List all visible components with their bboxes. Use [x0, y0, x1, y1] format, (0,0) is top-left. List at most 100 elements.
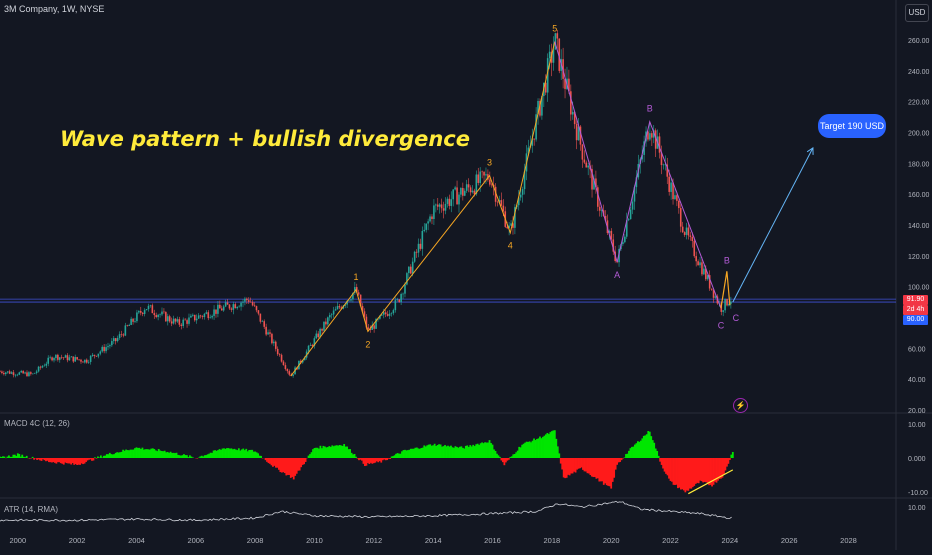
candle-body [18, 372, 20, 374]
macd-bar [260, 456, 262, 458]
wave-label: 5 [552, 24, 557, 34]
candle-body [287, 369, 289, 371]
level-price-label: 90.00 [903, 315, 928, 325]
time-tick-label: 2018 [543, 536, 560, 545]
candle-body [225, 303, 227, 307]
candle-body [275, 342, 277, 349]
macd-indicator-label[interactable]: MACD 4C (12, 26) [4, 419, 70, 428]
wave-label: A [614, 270, 620, 280]
candle-body [7, 371, 9, 372]
candle-body [277, 349, 279, 354]
candle-body [549, 52, 551, 58]
price-tick-label: 260.00 [908, 38, 930, 45]
candle-body [439, 204, 441, 206]
candle-body [67, 355, 69, 360]
candle-body [169, 316, 171, 321]
macd-bar [305, 458, 307, 462]
macd-bar [93, 458, 95, 460]
atr-indicator-label[interactable]: ATR (14, RMA) [4, 505, 58, 514]
candle-body [234, 304, 236, 308]
candle-body [242, 302, 244, 303]
macd-bar [658, 456, 660, 458]
atr-line [0, 501, 732, 521]
candle-body [697, 261, 699, 265]
candle-body [503, 206, 505, 212]
candle-body [61, 357, 63, 358]
candle-body [435, 205, 437, 206]
candle-body [472, 191, 474, 193]
wave-label: 1 [354, 272, 359, 282]
candle-body [462, 188, 464, 196]
time-tick-label: 2022 [662, 536, 679, 545]
candle-body [49, 357, 51, 358]
candle-body [599, 207, 601, 211]
candle-body [161, 312, 163, 315]
corrective-wave-line [555, 42, 721, 309]
candle-body [121, 334, 123, 335]
candle-body [76, 357, 78, 359]
candle-body [115, 338, 117, 341]
candle-body [312, 345, 314, 346]
candle-body [111, 341, 113, 345]
candle-body [587, 166, 589, 168]
candle-body [385, 312, 387, 314]
candle-body [688, 228, 690, 236]
candle-body [315, 334, 317, 339]
candle-body [422, 231, 424, 249]
candle-body [271, 334, 273, 343]
candle-body [680, 208, 682, 227]
candle-body [485, 174, 487, 175]
candle-body [63, 358, 65, 359]
lightning-bolt-icon[interactable]: ⚡ [733, 398, 748, 413]
candle-body [113, 338, 115, 341]
candle-body [674, 195, 676, 199]
candle-body [92, 355, 94, 356]
price-tick-label: 140.00 [908, 223, 930, 230]
candle-body [59, 357, 61, 360]
candle-body [258, 310, 260, 313]
candle-body [69, 357, 71, 360]
candle-body [452, 189, 454, 199]
candle-body [209, 317, 211, 318]
candle-body [130, 319, 132, 325]
candle-body [22, 371, 24, 373]
candle-body [358, 292, 360, 294]
candle-body [468, 184, 470, 187]
candle-body [418, 244, 420, 253]
candle-body [182, 320, 184, 326]
candle-body [445, 204, 447, 211]
candle-body [391, 313, 393, 314]
candle-body [215, 309, 217, 313]
candle-body [350, 300, 352, 301]
candle-body [98, 354, 100, 357]
candle-body [211, 316, 213, 317]
candle-body [200, 315, 202, 316]
candle-body [94, 355, 96, 356]
candle-body [288, 371, 290, 375]
macd-tick-label: 0.000 [908, 456, 926, 463]
currency-button[interactable]: USD [905, 4, 929, 22]
candle-body [256, 306, 258, 310]
candle-body [456, 187, 458, 204]
candle-body [497, 202, 499, 203]
candle-body [730, 302, 732, 304]
candle-body [32, 374, 34, 375]
candle-body [244, 299, 246, 302]
candle-body [192, 315, 194, 316]
time-tick-label: 2020 [603, 536, 620, 545]
candle-body [30, 372, 32, 374]
candle-body [479, 172, 481, 183]
candle-body [117, 338, 119, 341]
candle-body [13, 372, 15, 375]
candle-body [138, 311, 140, 313]
macd-bar [196, 458, 198, 459]
candle-body [125, 325, 127, 335]
candle-body [711, 289, 713, 290]
candle-body [321, 329, 323, 331]
candle-body [107, 346, 109, 347]
candle-body [167, 316, 169, 321]
price-tick-label: 200.00 [908, 131, 930, 138]
time-tick-label: 2012 [365, 536, 382, 545]
candle-body [724, 299, 726, 310]
